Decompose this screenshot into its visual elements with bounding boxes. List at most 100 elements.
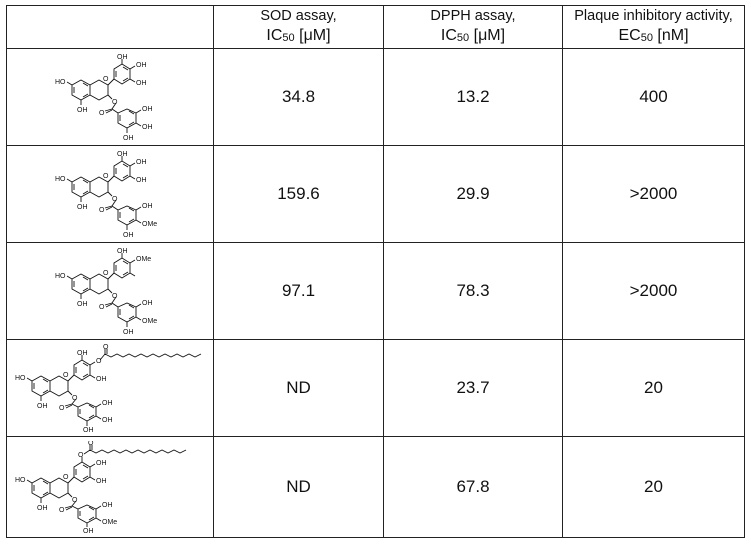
plaque-value: 20 (562, 436, 745, 538)
structure-compound-2: HO O OH OH OH OH O O OH OMe OH (55, 151, 157, 238)
header-plaque-line1: Plaque inhibitory activity, (574, 7, 733, 24)
label-oh: OH (142, 124, 153, 131)
plaque-value: >2000 (562, 145, 745, 243)
header-sod-ic: IC (266, 26, 283, 44)
header-plaque-sub: 50 (640, 31, 653, 44)
label-ho: HO (15, 375, 26, 382)
label-oh: OH (102, 400, 113, 407)
label-oh: OH (83, 427, 94, 432)
label-ho: HO (55, 273, 66, 280)
label-o-chain: O (78, 452, 84, 459)
label-oh: OH (77, 204, 88, 211)
label-oh: OH (142, 106, 153, 113)
table-row: HO O OH OH OH OH O O OH OH OH 34.8 13.2 … (6, 48, 745, 146)
dpph-value: 29.9 (383, 145, 563, 243)
header-sod-line1: SOD assay, (260, 7, 337, 24)
table-row: HO O OH O O OH OH O O OH OMe OH ND 67.8 … (6, 436, 745, 538)
structure-compound-4: HO O OH OH O O OH O O OH OH OH (15, 344, 202, 432)
label-oh: OH (96, 376, 107, 383)
label-ho: HO (55, 176, 66, 183)
header-dpph-ic: IC (440, 26, 457, 44)
label-oh: OH (77, 350, 88, 357)
label-oh: OH (136, 62, 147, 69)
header-dpph: DPPH assay, IC50 [μM] (383, 5, 563, 49)
sod-value: ND (213, 339, 384, 437)
dpph-value: 78.3 (383, 242, 563, 340)
label-o-ring: O (103, 76, 109, 83)
dpph-value: 67.8 (383, 436, 563, 538)
sod-value: ND (213, 436, 384, 538)
label-o-ester: O (112, 196, 118, 203)
header-row: SOD assay, IC50 [μM] DPPH assay, IC50 [μ… (6, 5, 745, 49)
plaque-value: 20 (562, 339, 745, 437)
label-oh: OH (37, 403, 48, 410)
label-oh: OH (96, 478, 107, 485)
structure-cell: HO O OH OH OH OH O O OH OMe OH (6, 145, 214, 243)
label-o-carbonyl: O (99, 304, 105, 311)
header-structure (6, 5, 214, 49)
label-oh: OH (142, 203, 153, 210)
label-o-chain: O (96, 358, 102, 365)
label-ome: OMe (136, 256, 151, 263)
structure-cell: HO O OH O O OH OH O O OH OMe OH (6, 436, 214, 538)
label-o-carbonyl: O (99, 110, 105, 117)
label-o-ester: O (112, 293, 118, 300)
label-oh: OH (96, 460, 107, 467)
table-row: HO O OH OMe OH O O OH OMe OH 97.1 78.3 >… (6, 242, 745, 340)
structure-cell: HO O OH OH O O OH O O OH OH OH (6, 339, 214, 437)
label-o-ester: O (72, 497, 78, 504)
header-dpph-line1: DPPH assay, (430, 7, 516, 24)
label-o-carbonyl: O (59, 405, 65, 412)
label-ome: OMe (142, 318, 157, 325)
label-oh: OH (83, 528, 94, 533)
label-oh: OH (77, 301, 88, 308)
label-ome: OMe (142, 221, 157, 228)
label-oh: OH (117, 248, 128, 255)
label-oh: OH (117, 151, 128, 158)
dpph-value: 23.7 (383, 339, 563, 437)
label-oh: OH (37, 505, 48, 512)
label-o-carbonyl: O (59, 507, 65, 514)
label-o-ring: O (63, 474, 69, 481)
label-o-carbonyl: O (99, 207, 105, 214)
plaque-value: >2000 (562, 242, 745, 340)
structure-egcg: HO O OH OH OH OH O O OH OH OH (55, 54, 153, 141)
label-oh: OH (123, 329, 134, 335)
header-sod: SOD assay, IC50 [μM] (213, 5, 384, 49)
label-oh: OH (136, 80, 147, 87)
label-o-ring: O (103, 270, 109, 277)
label-oh: OH (77, 107, 88, 114)
structure-compound-5: HO O OH O O OH OH O O OH OMe OH (15, 441, 187, 533)
header-plaque: Plaque inhibitory activity, EC50 [nM] (562, 5, 745, 49)
label-oh: OH (102, 417, 113, 424)
label-o-ester: O (112, 99, 118, 106)
table-row: HO O OH OH OH OH O O OH OMe OH 159.6 29.… (6, 145, 745, 243)
label-ome: OMe (102, 519, 117, 526)
dpph-value: 13.2 (383, 48, 563, 146)
plaque-value: 400 (562, 48, 745, 146)
label-ho: HO (15, 477, 26, 484)
header-dpph-sub: 50 (456, 31, 470, 44)
header-dpph-unit: [μM] (469, 26, 506, 44)
sod-value: 159.6 (213, 145, 384, 243)
table-row: HO O OH OH O O OH O O OH OH OH ND 23.7 2… (6, 339, 745, 437)
header-sod-sub: 50 (282, 31, 295, 44)
label-oh: OH (123, 135, 134, 141)
header-plaque-unit: [nM] (652, 26, 689, 44)
sod-value: 34.8 (213, 48, 384, 146)
structure-compound-3: HO O OH OMe OH O O OH OMe OH (55, 248, 157, 335)
label-o-ring: O (103, 173, 109, 180)
label-o-chain-carbonyl: O (103, 344, 109, 351)
header-sod-unit: [μM] (294, 26, 331, 44)
label-o-ester: O (72, 395, 78, 402)
structure-cell: HO O OH OH OH OH O O OH OH OH (6, 48, 214, 146)
label-ho: HO (55, 79, 66, 86)
label-oh: OH (102, 502, 113, 509)
label-oh: OH (123, 232, 134, 238)
label-oh: OH (142, 300, 153, 307)
sod-value: 97.1 (213, 242, 384, 340)
label-o-ring: O (63, 372, 69, 379)
label-oh: OH (136, 159, 147, 166)
activity-table: SOD assay, IC50 [μM] DPPH assay, IC50 [μ… (6, 5, 745, 538)
structure-cell: HO O OH OMe OH O O OH OMe OH (6, 242, 214, 340)
